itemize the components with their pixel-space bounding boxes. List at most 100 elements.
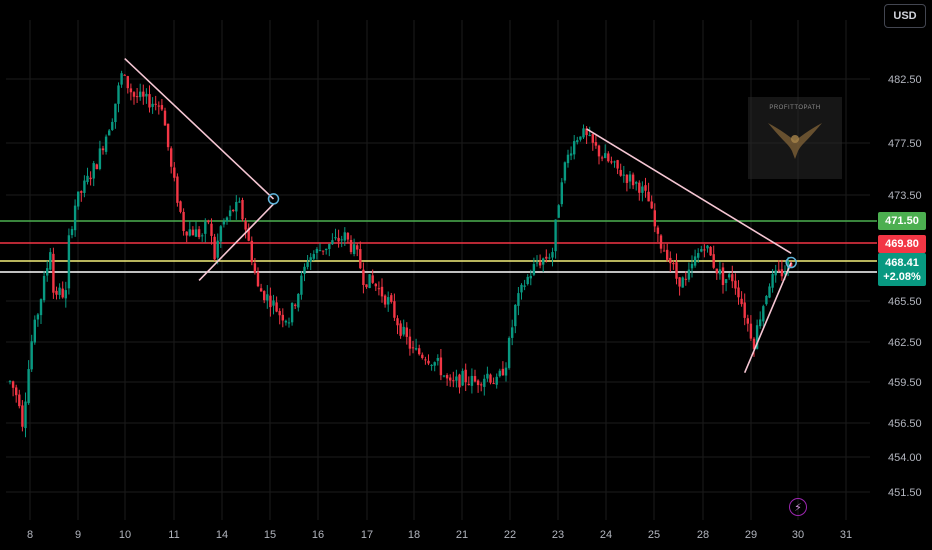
- candle-body: [724, 279, 728, 283]
- candle-body: [294, 304, 297, 306]
- candle-body: [11, 381, 15, 388]
- x-tick-label: 28: [697, 529, 709, 541]
- candle-body: [659, 235, 663, 249]
- candle-body: [266, 294, 269, 301]
- candle-body: [495, 376, 498, 385]
- candle-body: [501, 368, 505, 376]
- candle-body: [275, 302, 278, 312]
- x-tick-label: 23: [552, 529, 564, 541]
- candle-body: [340, 239, 343, 241]
- candle-body: [325, 248, 328, 251]
- lightning-icon[interactable]: ⚡: [789, 498, 807, 516]
- candle-body: [247, 228, 250, 241]
- candle-body: [303, 266, 306, 274]
- candle-body: [70, 229, 74, 236]
- x-tick-label: 31: [840, 529, 852, 541]
- candle-body: [101, 148, 105, 151]
- candle-body: [359, 249, 362, 269]
- y-tick-label: 456.50: [888, 418, 922, 430]
- candle-body: [312, 254, 315, 259]
- candle-body: [418, 348, 421, 355]
- candle-body: [216, 240, 219, 258]
- candle-body: [693, 256, 697, 266]
- candle-body: [666, 249, 669, 260]
- candle-body: [182, 211, 185, 232]
- candle-body: [92, 163, 95, 179]
- candle-body: [58, 287, 61, 295]
- candle-body: [452, 380, 455, 382]
- candle-body: [154, 103, 157, 105]
- x-tick-label: 22: [504, 529, 516, 541]
- candle-body: [759, 319, 762, 327]
- candle-body: [461, 370, 464, 386]
- candle-body: [188, 229, 191, 236]
- candle-body: [455, 376, 458, 381]
- candle-body: [225, 217, 229, 222]
- candle-body: [774, 270, 777, 276]
- trend-lines: [124, 57, 797, 373]
- candle-body: [207, 220, 210, 223]
- candle-body: [641, 186, 644, 193]
- candle-body: [287, 322, 291, 324]
- candle-body: [259, 288, 263, 292]
- candle-body: [77, 191, 80, 207]
- candle-body: [405, 327, 408, 337]
- candle-body: [49, 252, 52, 270]
- candle-body: [343, 232, 346, 241]
- candle-body: [197, 229, 201, 238]
- candle-body: [721, 267, 725, 285]
- x-tick-label: 10: [119, 529, 131, 541]
- candle-body: [635, 182, 638, 184]
- last-price-tag: 468.41 +2.08%: [878, 253, 926, 286]
- y-tick-label: 459.50: [888, 377, 922, 389]
- candle-body: [36, 314, 40, 320]
- candle-body: [734, 280, 737, 289]
- candle-body: [253, 263, 257, 273]
- candle-body: [656, 227, 660, 234]
- candle-body: [356, 245, 359, 250]
- candle-body: [424, 359, 427, 361]
- candle-body: [263, 291, 266, 301]
- candle-body: [442, 375, 446, 377]
- candle-body: [610, 161, 613, 163]
- candle-body: [139, 91, 142, 98]
- candle-body: [111, 121, 114, 130]
- candle-body: [163, 110, 167, 126]
- candle-body: [281, 314, 284, 321]
- candle-body: [67, 235, 71, 289]
- candle-body: [504, 367, 508, 376]
- candle-body: [480, 384, 483, 386]
- candle-body: [638, 182, 641, 193]
- candle-body: [387, 297, 390, 305]
- candle-body: [436, 358, 439, 361]
- candle-body: [551, 252, 554, 258]
- candle-body: [740, 298, 743, 305]
- candle-body: [390, 295, 393, 302]
- candle-body: [185, 231, 188, 236]
- candle-body: [597, 145, 601, 157]
- candle-body: [8, 381, 12, 383]
- candle-body: [170, 148, 173, 167]
- candle-body: [653, 210, 656, 227]
- candle-body: [548, 257, 551, 259]
- candle-body: [374, 283, 377, 287]
- candle-body: [309, 257, 312, 262]
- candle-body: [241, 199, 244, 220]
- currency-button[interactable]: USD: [884, 4, 926, 28]
- candle-body: [411, 347, 415, 349]
- candle-body: [414, 348, 418, 350]
- candle-body: [557, 205, 560, 218]
- candle-body: [368, 274, 371, 288]
- candle-body: [746, 318, 749, 324]
- candle-body: [399, 323, 402, 336]
- candle-body: [334, 237, 337, 239]
- candle-body: [157, 105, 160, 107]
- candle-body: [244, 221, 247, 230]
- candle-body: [272, 300, 275, 306]
- candle-body: [315, 248, 319, 253]
- candle-body: [42, 275, 46, 301]
- x-tick-label: 24: [600, 529, 612, 541]
- candle-body: [114, 103, 117, 123]
